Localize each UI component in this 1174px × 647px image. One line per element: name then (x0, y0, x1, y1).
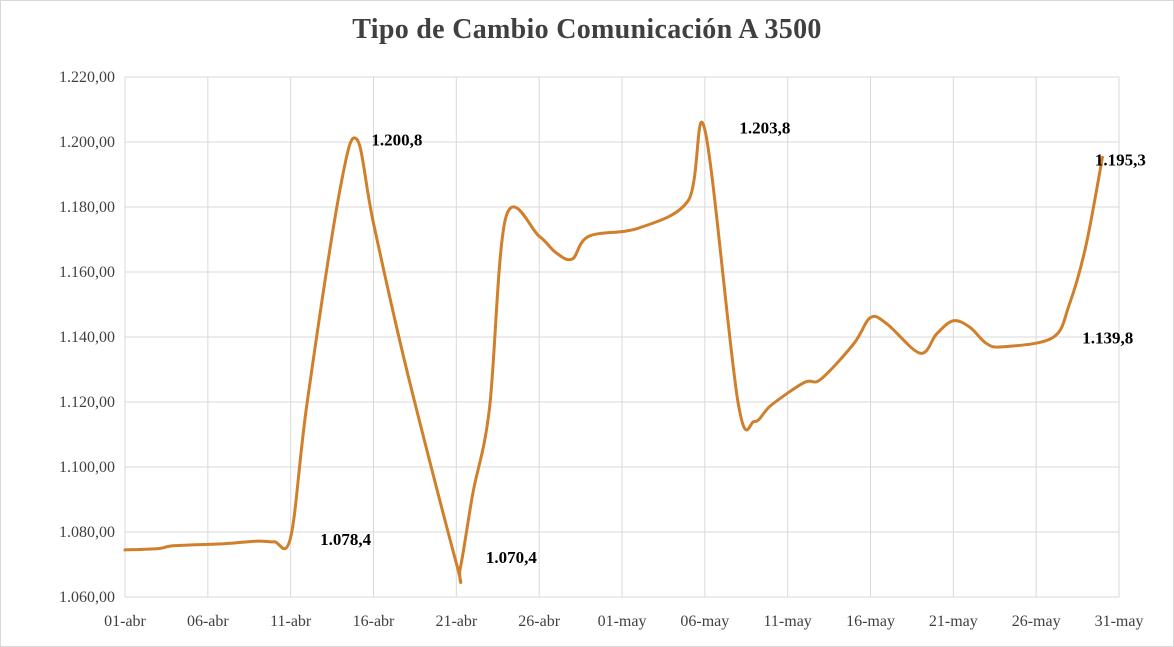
data-label: 1.078,4 (320, 530, 372, 549)
x-tick-label: 06-abr (187, 613, 229, 630)
y-tick-label: 1.140,00 (59, 329, 115, 346)
x-tick-label: 21-may (929, 613, 978, 630)
x-tick-label: 31-may (1095, 613, 1144, 630)
series-line (123, 120, 1104, 585)
y-tick-label: 1.200,00 (59, 134, 115, 151)
y-tick-label: 1.080,00 (59, 524, 115, 541)
grid (124, 76, 1120, 598)
data-label: 1.203,8 (739, 119, 790, 138)
y-tick-label: 1.120,00 (59, 394, 115, 411)
data-label: 1.195,3 (1095, 150, 1146, 169)
x-tick-label: 26-abr (518, 613, 560, 630)
series-layer (123, 120, 1104, 585)
x-tick-label: 11-may (764, 613, 812, 630)
x-tick-label: 06-may (680, 613, 729, 630)
y-tick-label: 1.060,00 (59, 589, 115, 606)
axes: 1.060,00 1.080,00 1.100,00 1.120,00 1.140,00… (59, 69, 1143, 630)
x-tick-label: 16-may (846, 613, 895, 630)
x-tick-label: 01-may (598, 613, 647, 630)
y-tick-label: 1.100,00 (59, 459, 115, 476)
data-label: 1.139,8 (1082, 329, 1133, 348)
data-label: 1.200,8 (371, 130, 422, 149)
chart-title: Tipo de Cambio Comunicación A 3500 (352, 14, 822, 45)
y-tick-label: 1.180,00 (59, 199, 115, 216)
data-labels: 1.200,8 1.078,4 1.070,4 1.203,8 1.139,8 1.195… (320, 119, 1146, 568)
x-tick-label: 16-abr (353, 613, 395, 630)
x-tick-label: 26-may (1012, 613, 1061, 630)
data-label: 1.070,4 (486, 548, 538, 567)
y-tick-label: 1.160,00 (59, 264, 115, 281)
x-tick-label: 21-abr (435, 613, 477, 630)
y-tick-label: 1.220,00 (59, 69, 115, 86)
x-tick-label: 01-abr (104, 613, 146, 630)
x-tick-label: 11-abr (270, 613, 312, 630)
